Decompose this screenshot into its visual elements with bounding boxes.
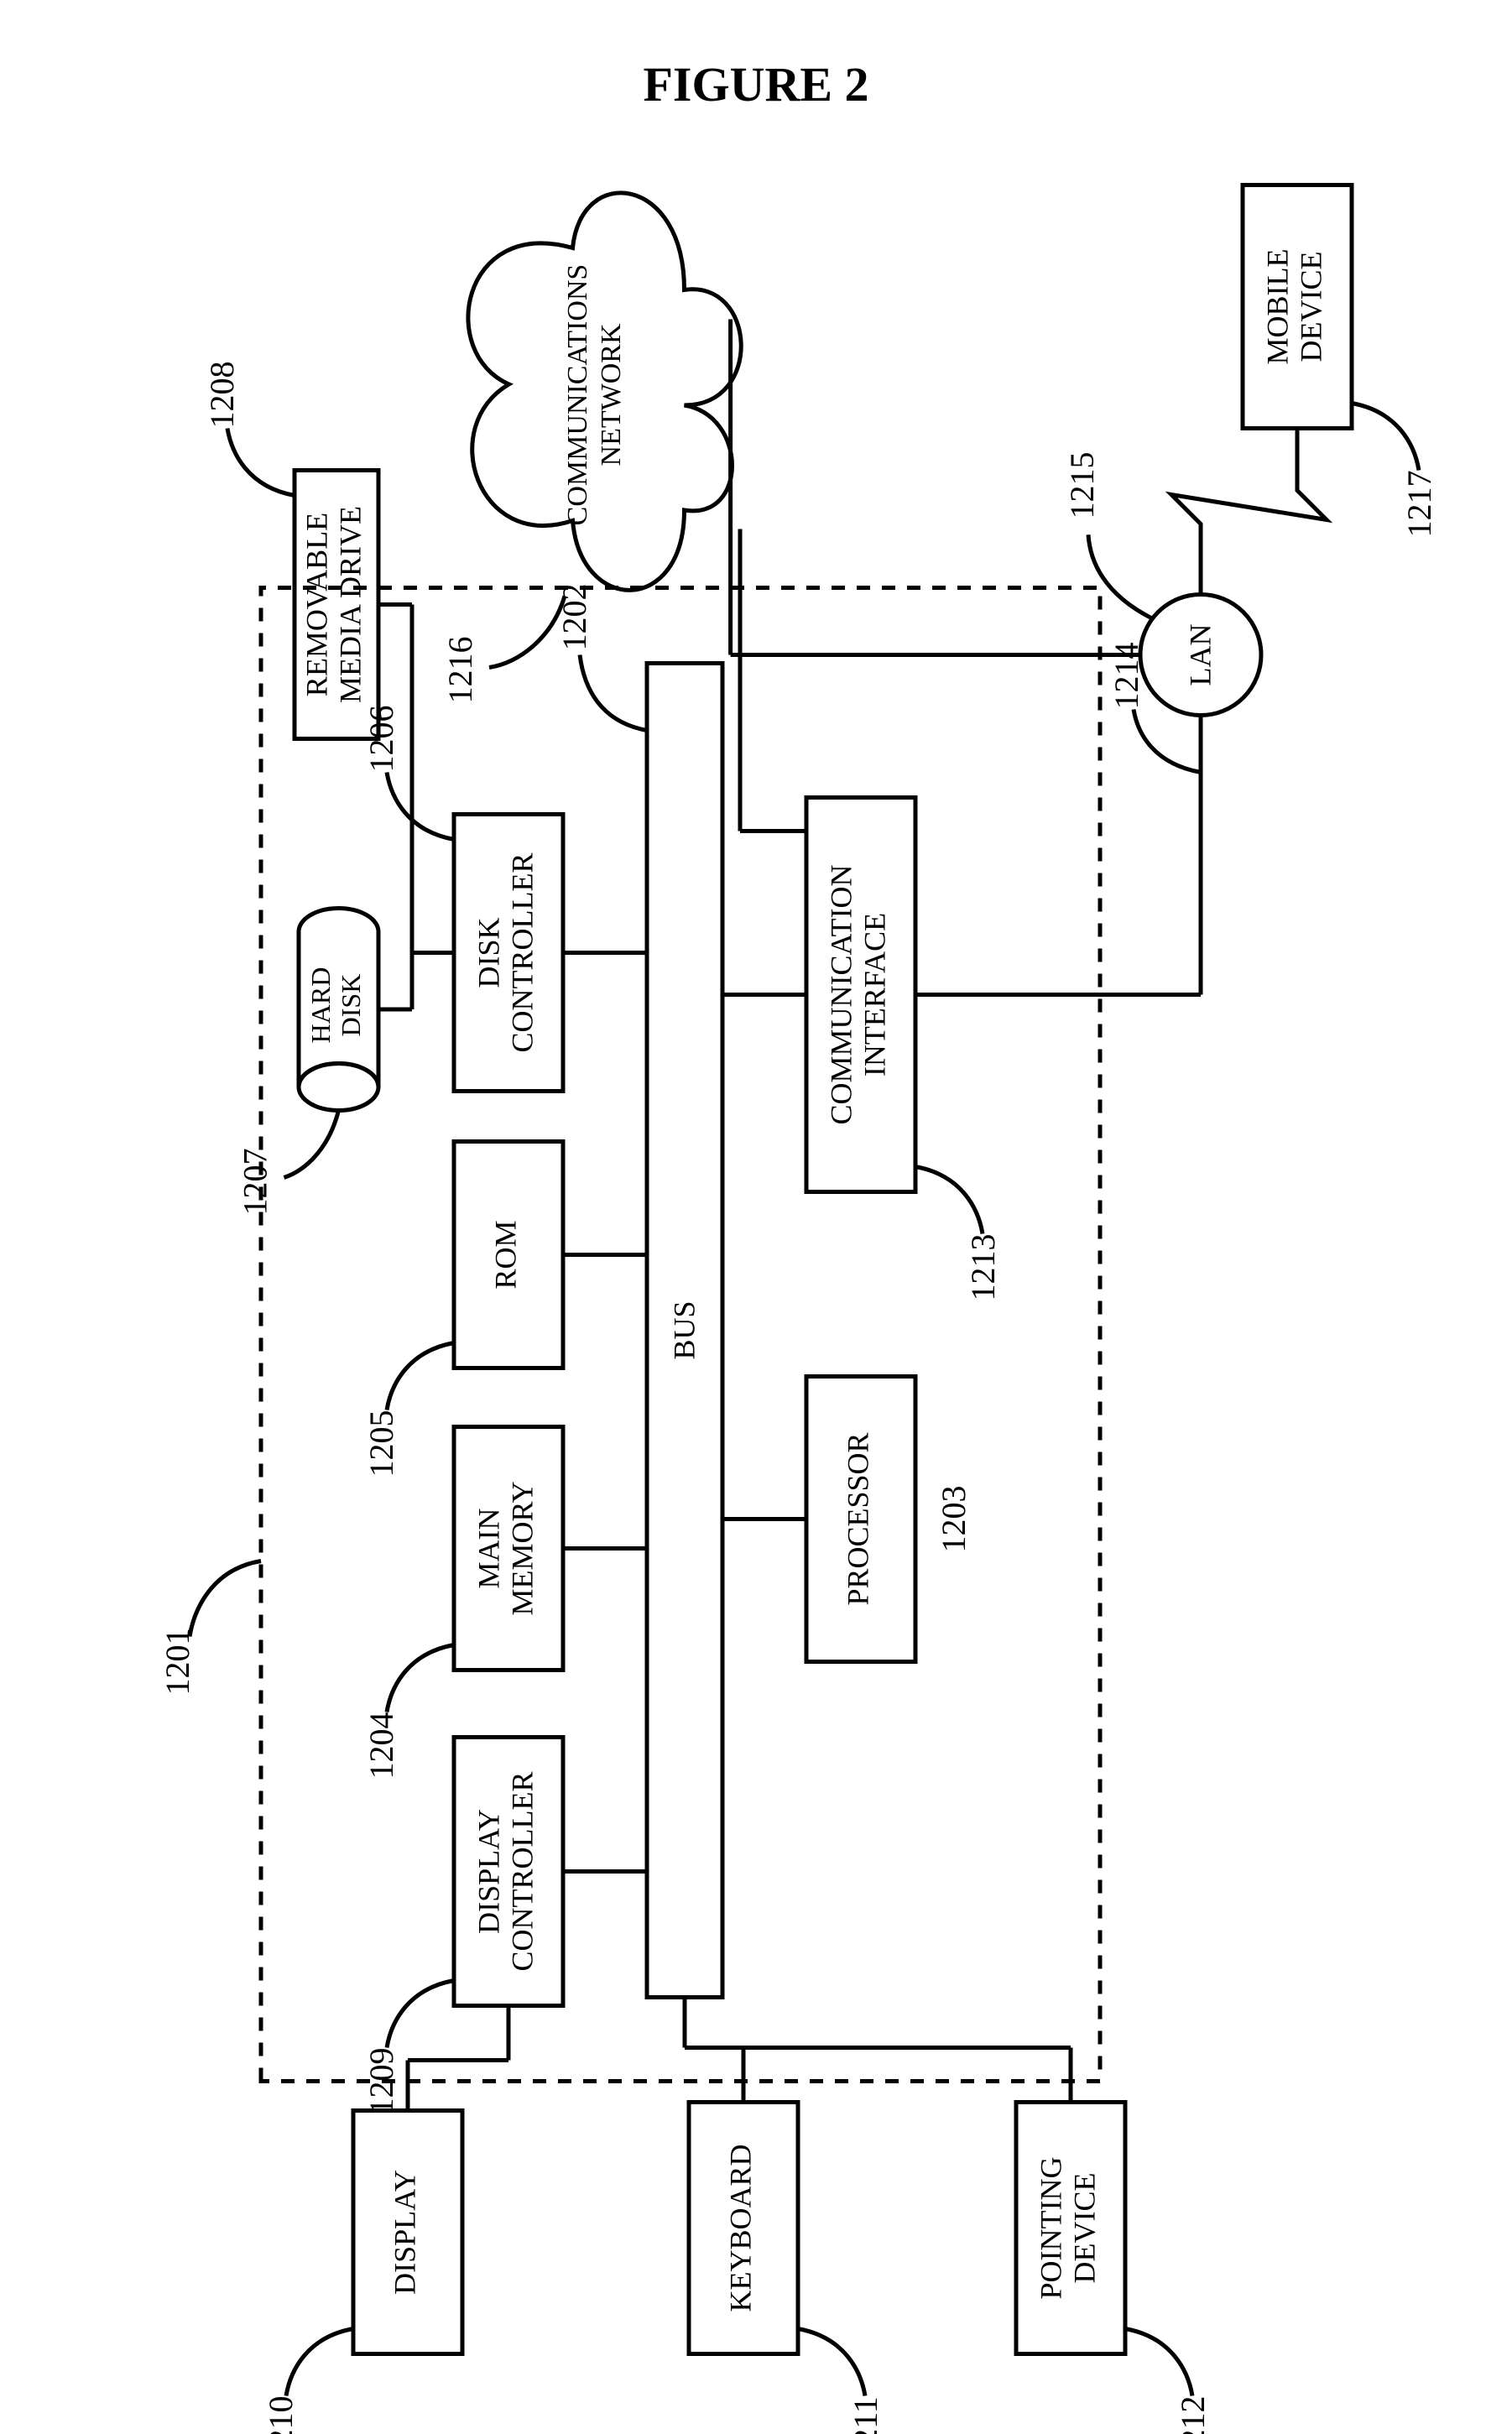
svg-text:DISK: DISK [336,974,366,1037]
svg-text:INTERFACE: INTERFACE [858,913,891,1076]
svg-text:COMMUNICATIONS: COMMUNICATIONS [562,264,593,526]
svg-text:MEDIA DRIVE: MEDIA DRIVE [333,506,367,703]
svg-text:1203: 1203 [935,1486,972,1553]
svg-text:1209: 1209 [362,2048,400,2115]
ref-1215: 1215 [1063,452,1101,519]
svg-text:DISK: DISK [472,917,505,988]
svg-text:MAIN: MAIN [472,1509,505,1589]
ref-1207: 1207 [237,1149,274,1216]
svg-text:1211: 1211 [847,2396,884,2434]
svg-text:ROM: ROM [488,1220,522,1289]
svg-text:1212: 1212 [1174,2396,1212,2434]
svg-text:MOBILE: MOBILE [1260,249,1294,365]
svg-text:KEYBOARD: KEYBOARD [723,2144,757,2312]
svg-text:1210: 1210 [262,2396,300,2434]
ref-1202: 1202 [555,584,593,651]
svg-text:1204: 1204 [362,1712,400,1780]
svg-text:CONTROLLER: CONTROLLER [505,853,539,1053]
svg-text:1205: 1205 [362,1410,400,1478]
svg-text:BUS: BUS [667,1300,701,1359]
ref-1201: 1201 [159,1629,196,1696]
svg-text:NETWORK: NETWORK [596,323,627,466]
svg-text:DISPLAY: DISPLAY [388,2170,421,2295]
svg-text:LAN: LAN [1183,624,1217,686]
svg-text:DISPLAY: DISPLAY [472,1809,505,1934]
figure-2-diagram: FIGURE 21201BUS1202DISPLAYCONTROLLER1209… [0,0,1512,2434]
svg-text:HARD: HARD [305,967,336,1044]
svg-text:DEVICE: DEVICE [1067,2173,1101,2284]
svg-text:1213: 1213 [964,1234,1002,1301]
svg-text:COMMUNICATION: COMMUNICATION [824,864,858,1124]
svg-text:CONTROLLER: CONTROLLER [505,1772,539,1972]
svg-text:POINTING: POINTING [1034,2157,1067,2300]
svg-text:REMOVABLE: REMOVABLE [300,513,333,696]
svg-text:1217: 1217 [1400,471,1438,538]
svg-text:MEMORY: MEMORY [505,1481,539,1615]
svg-text:PROCESSOR: PROCESSOR [841,1432,874,1605]
svg-text:1208: 1208 [203,362,241,429]
figure-title: FIGURE 2 [643,57,868,112]
svg-text:DEVICE: DEVICE [1294,252,1327,362]
ref-1216: 1216 [441,637,479,704]
